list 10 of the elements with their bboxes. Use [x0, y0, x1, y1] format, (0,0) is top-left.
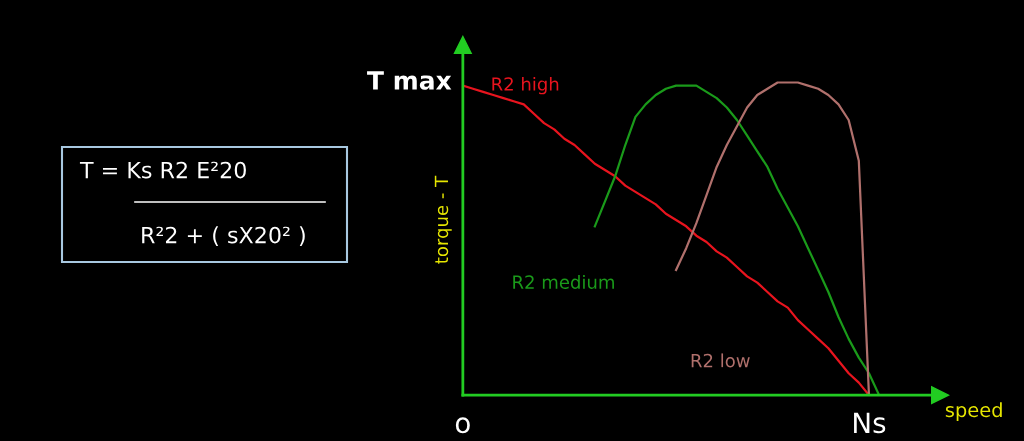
text: R2 medium: [513, 274, 614, 289]
text: T max: [367, 71, 452, 90]
x-tick-label: Ns: [854, 412, 886, 434]
y-axis-title: torque - T: [434, 175, 452, 264]
x-axis-title: speed: [945, 402, 1002, 421]
text: R²2 + ( sX20² ): [142, 226, 305, 247]
text: R2 low: [691, 353, 750, 368]
series-label: R2 high: [492, 76, 559, 95]
x-tick-label: o: [455, 417, 470, 434]
text: T = Ks R2 E²20: [79, 161, 246, 179]
